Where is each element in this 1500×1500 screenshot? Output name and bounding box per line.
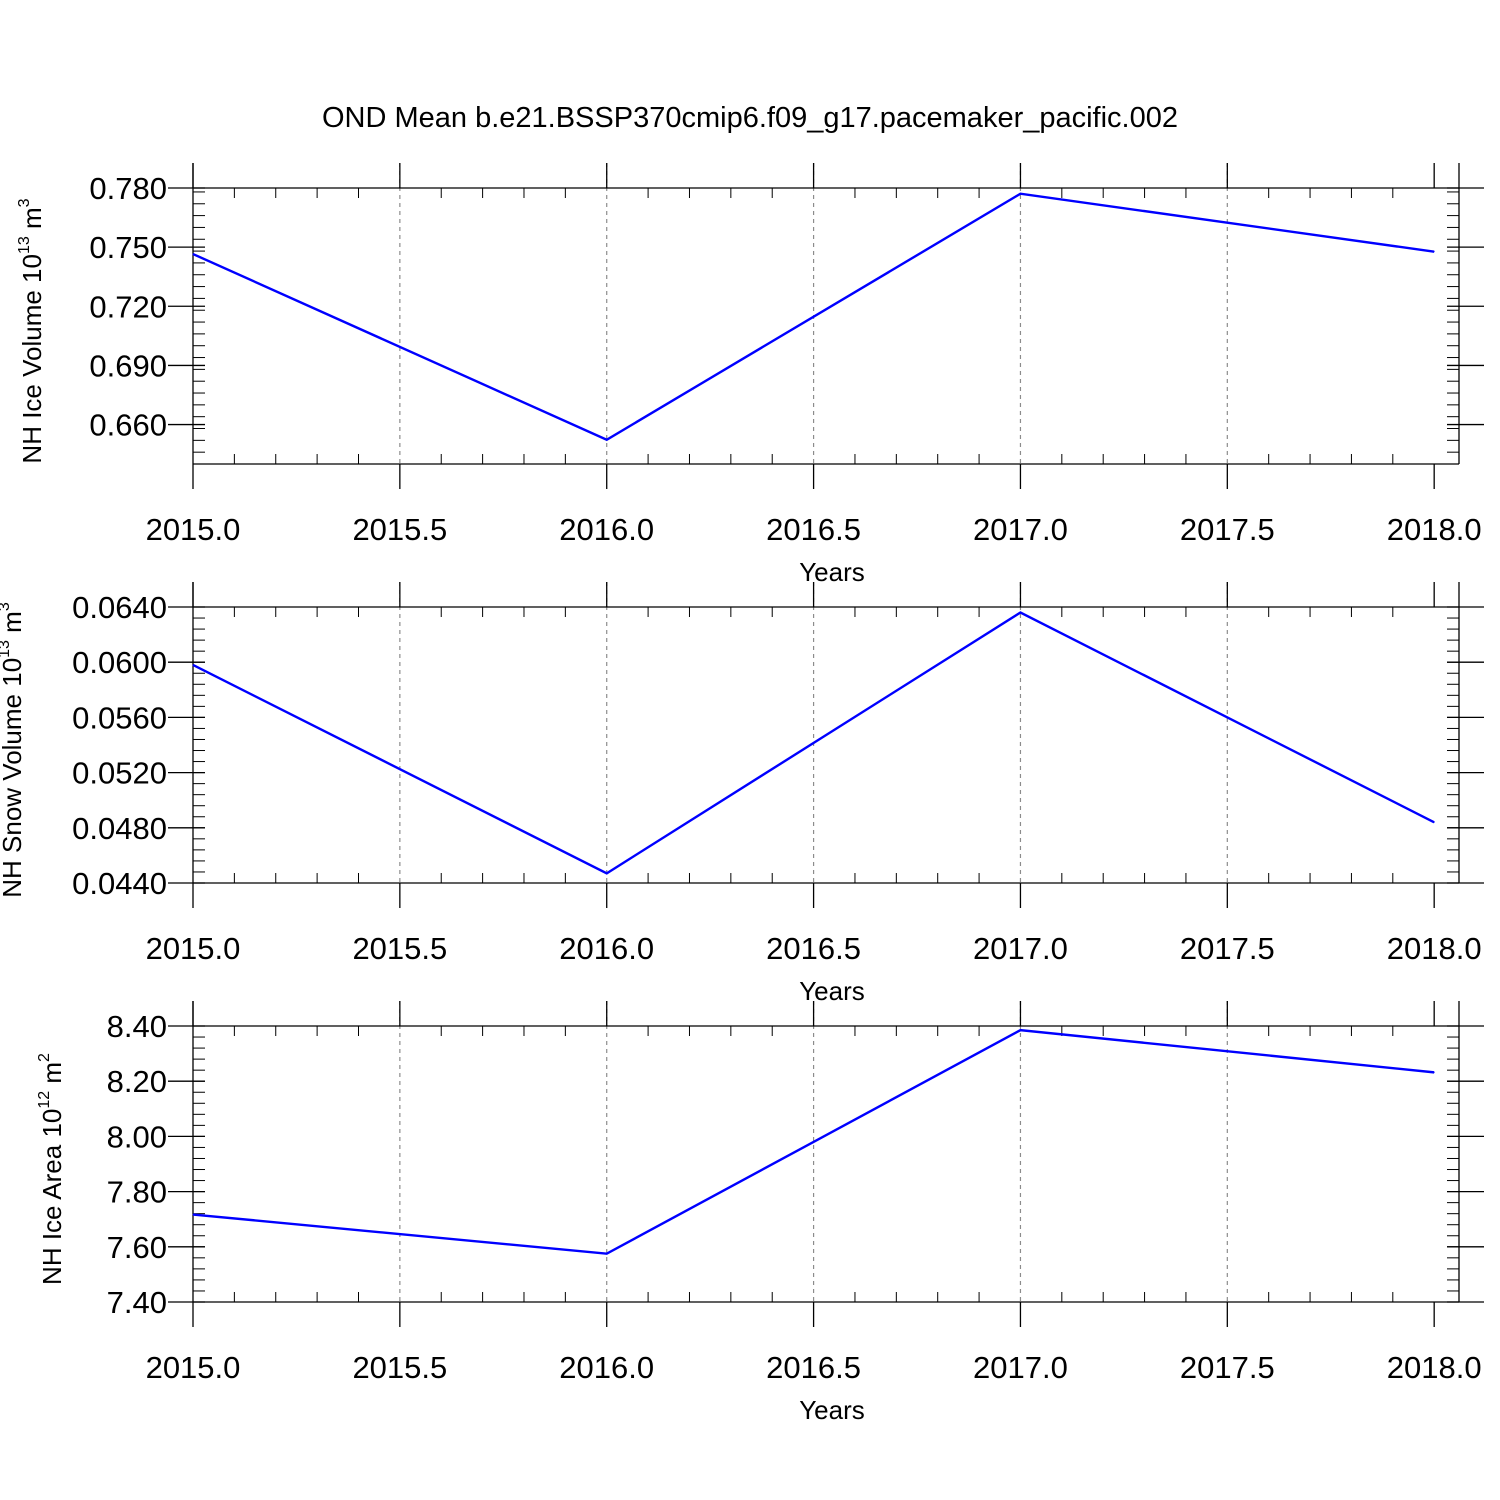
- x-tick-label: 2017.5: [1180, 512, 1275, 547]
- x-axis-title: Years: [799, 557, 865, 587]
- x-tick-label: 2017.0: [973, 931, 1068, 966]
- y-tick-label: 0.720: [89, 289, 167, 324]
- y-axis-title: NH Ice Area 1012 m2: [36, 1053, 67, 1285]
- data-point: [192, 1214, 194, 1216]
- x-tick-label: 2017.5: [1180, 1350, 1275, 1385]
- y-tick-label: 7.60: [107, 1230, 167, 1265]
- y-tick-label: 0.0600: [72, 645, 167, 680]
- x-tick-label: 2018.0: [1387, 931, 1482, 966]
- x-tick-label: 2016.0: [559, 931, 654, 966]
- x-tick-label: 2015.0: [146, 1350, 241, 1385]
- y-axis-title: NH Ice Volume 1013 m3: [16, 198, 47, 463]
- x-tick-label: 2016.5: [766, 512, 861, 547]
- x-tick-label: 2018.0: [1387, 1350, 1482, 1385]
- chart-panel-2: 2015.0 2015.5 2016.0 2016.5 2017.0 2017.5 2018…: [0, 582, 1484, 1006]
- y-tick-label: 0.780: [89, 171, 167, 206]
- x-tick-label: 2017.5: [1180, 931, 1275, 966]
- data-point: [192, 253, 194, 255]
- y-tick-label: 7.80: [107, 1175, 167, 1210]
- x-tick-label: 2017.0: [973, 512, 1068, 547]
- figure-title: OND Mean b.e21.BSSP370cmip6.f09_g17.pace…: [322, 102, 1178, 134]
- y-tick-label: 0.0560: [72, 700, 167, 735]
- y-tick-label: 8.40: [107, 1009, 167, 1044]
- y-axis-title: NH Snow Volume 1013 m3: [0, 602, 27, 898]
- y-tick-label: 0.0480: [72, 811, 167, 846]
- x-axis-title: Years: [799, 976, 865, 1006]
- x-tick-label: 2015.5: [352, 1350, 447, 1385]
- y-tick-label: 8.20: [107, 1064, 167, 1099]
- y-tick-label: 0.750: [89, 230, 167, 265]
- chart-panel-1: 2015.0 2015.5 2016.0 2016.5 2017.0 2017.5 2018…: [16, 163, 1484, 587]
- data-point: [1019, 612, 1021, 614]
- x-tick-label: 2017.0: [973, 1350, 1068, 1385]
- data-point: [606, 439, 608, 441]
- data-point: [606, 872, 608, 874]
- data-point: [1019, 1029, 1021, 1031]
- x-tick-label: 2016.0: [559, 1350, 654, 1385]
- y-tick-label: 0.660: [89, 408, 167, 443]
- y-tick-label: 7.40: [107, 1285, 167, 1320]
- series-line: [192, 1028, 1435, 1255]
- y-tick-label: 0.0640: [72, 590, 167, 625]
- y-tick-label: 0.690: [89, 348, 167, 383]
- x-tick-label: 2016.5: [766, 931, 861, 966]
- x-tick-label: 2015.0: [146, 931, 241, 966]
- x-tick-label: 2018.0: [1387, 512, 1482, 547]
- y-tick-label: 0.0520: [72, 756, 167, 791]
- series-line: [192, 611, 1435, 875]
- chart-panel-3: 2015.0 2015.5 2016.0 2016.5 2017.0 2017.5 2018…: [36, 1001, 1484, 1425]
- y-tick-label: 8.00: [107, 1119, 167, 1154]
- x-tick-label: 2015.5: [352, 931, 447, 966]
- y-tick-label: 0.0440: [72, 866, 167, 901]
- data-point: [192, 664, 194, 666]
- data-point: [1433, 251, 1435, 253]
- data-point: [1433, 1071, 1435, 1073]
- data-point: [1019, 193, 1021, 195]
- x-tick-label: 2015.0: [146, 512, 241, 547]
- x-tick-label: 2016.0: [559, 512, 654, 547]
- data-point: [1433, 821, 1435, 823]
- x-axis-title: Years: [799, 1395, 865, 1425]
- series-line: [192, 192, 1435, 442]
- x-tick-label: 2016.5: [766, 1350, 861, 1385]
- x-tick-label: 2015.5: [352, 512, 447, 547]
- data-point: [606, 1253, 608, 1255]
